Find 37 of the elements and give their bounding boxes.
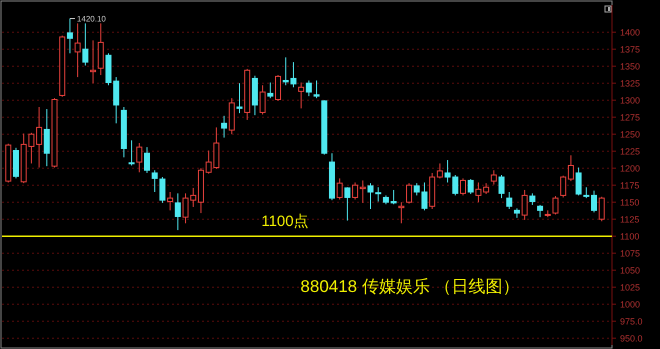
y-tick-label: 1100 <box>620 231 640 242</box>
ref-line-label: 1100点 <box>261 213 309 230</box>
y-tick-label: 1400 <box>620 27 640 38</box>
y-tick-label: 1000 <box>620 299 640 310</box>
y-tick-label: 1350 <box>620 61 640 72</box>
y-tick-label: 1050 <box>620 265 640 276</box>
y-tick-label: 1200 <box>620 163 640 174</box>
y-tick-label: 975.0 <box>620 316 643 326</box>
text: 880418 传媒娱乐 （日线图） <box>300 277 520 296</box>
y-tick-label: 1075 <box>620 248 640 258</box>
candlestick <box>252 75 258 116</box>
candlestick <box>398 202 404 224</box>
y-tick-label: 1225 <box>620 146 640 156</box>
candlestick <box>174 192 181 231</box>
y-tick-label: 1025 <box>620 282 640 292</box>
y-tick-label: 1325 <box>620 78 640 88</box>
candlestick <box>152 170 158 192</box>
y-tick-label: 1125 <box>620 214 640 224</box>
y-tick-label: 950.0 <box>620 333 643 344</box>
y-tick-label: 1300 <box>620 95 640 106</box>
y-tick-label: 1375 <box>620 44 640 54</box>
annotation: 1420.10 <box>76 14 106 24</box>
y-tick-label: 1250 <box>620 129 640 140</box>
y-tick-label: 1275 <box>620 112 640 122</box>
candlestick <box>444 160 451 183</box>
candlestick <box>522 189 528 220</box>
candlestick <box>221 115 228 138</box>
candlestick <box>44 108 50 167</box>
y-tick-label: 1150 <box>620 197 640 208</box>
candlestick <box>144 146 150 174</box>
candlestick <box>298 82 304 109</box>
candlestick <box>90 40 96 84</box>
candlestick <box>66 18 73 54</box>
candlestick <box>98 22 104 76</box>
candlestick <box>167 192 174 211</box>
y-tick-label: 1175 <box>620 180 640 190</box>
candlestick <box>74 22 81 78</box>
